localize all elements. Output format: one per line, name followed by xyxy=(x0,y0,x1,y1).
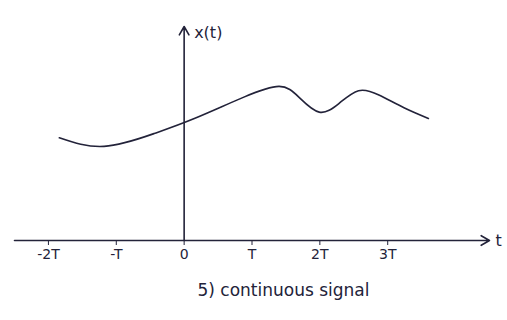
svg-text:-T: -T xyxy=(110,246,123,262)
svg-text:x(t): x(t) xyxy=(194,23,222,42)
svg-text:3T: 3T xyxy=(379,246,397,262)
svg-text:-2T: -2T xyxy=(37,246,60,262)
svg-text:T: T xyxy=(247,246,257,262)
svg-text:t: t xyxy=(496,231,502,250)
svg-text:0: 0 xyxy=(180,246,189,262)
html-text:5) continuous signal: 5) continuous signal xyxy=(197,280,370,300)
svg-text:2T: 2T xyxy=(311,246,329,262)
